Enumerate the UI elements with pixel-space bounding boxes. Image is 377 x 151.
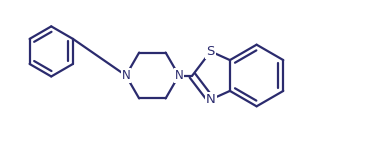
Text: S: S bbox=[207, 45, 215, 58]
Text: N: N bbox=[121, 69, 130, 82]
Text: N: N bbox=[175, 69, 183, 82]
Text: N: N bbox=[206, 93, 216, 106]
